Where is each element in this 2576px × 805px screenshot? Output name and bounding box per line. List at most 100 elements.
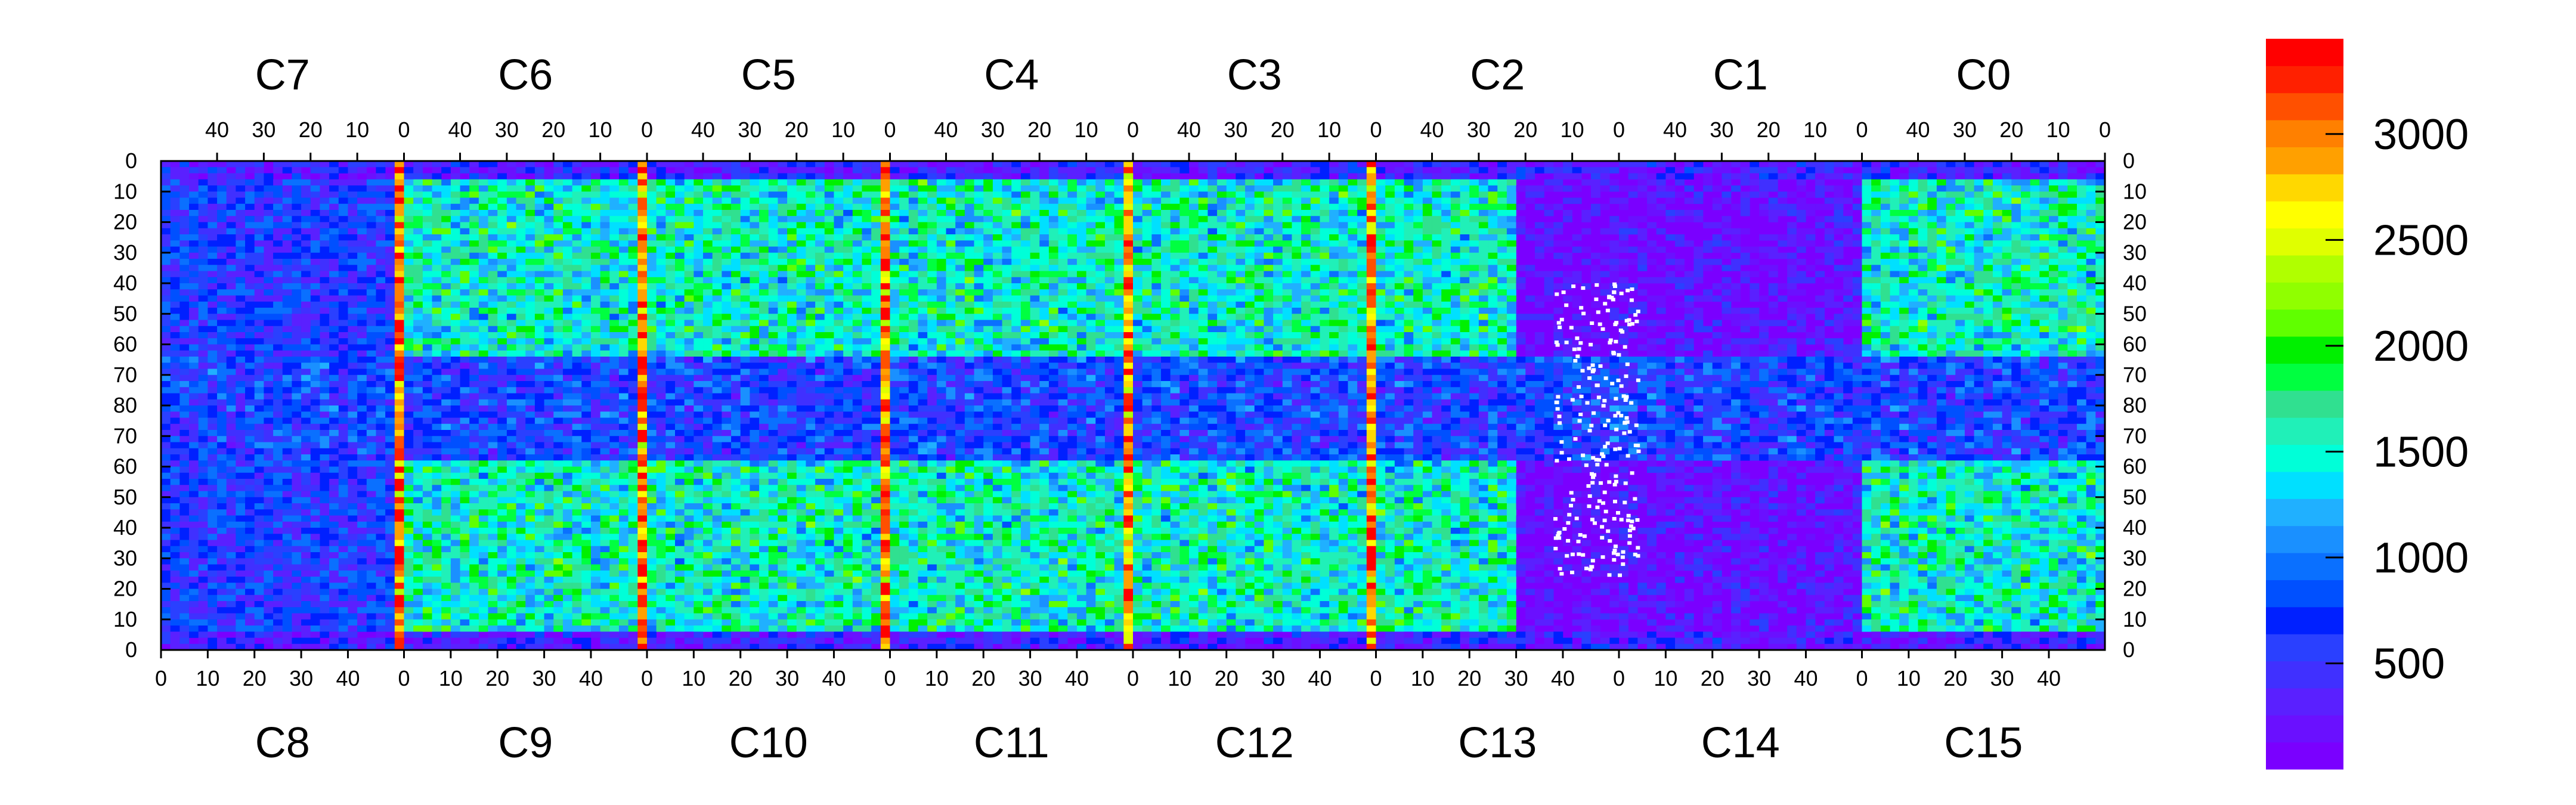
heatmap-cell [693,387,704,394]
heatmap-cell [488,277,498,284]
heatmap-cell [478,534,488,540]
heatmap-cell [441,203,451,210]
heatmap-cell [525,472,535,479]
heatmap-cell [665,405,676,412]
heatmap-cell [609,448,620,455]
heatmap-cell [562,448,572,455]
heatmap-cell [750,246,760,253]
heatmap-cell [441,423,451,431]
heatmap-cell [273,479,283,485]
heatmap-cell [488,295,498,302]
heatmap-cell [226,497,236,504]
heatmap-cell [460,442,470,449]
heatmap-cell [665,252,676,259]
heatmap-cell [590,228,600,235]
heatmap-cell [208,252,218,259]
heatmap-cell [376,399,386,406]
heatmap-cell [226,271,236,278]
heatmap-cell [647,521,657,528]
heatmap-cell [404,466,414,473]
heatmap-cell [647,161,657,168]
heatmap-cell [731,607,741,614]
heatmap-cell [656,521,666,528]
heatmap-cell [478,613,488,620]
heatmap-cell [628,589,638,596]
heatmap-cell [712,228,722,235]
heatmap-cell [198,374,208,382]
heatmap-cell [590,423,600,431]
heatmap-cell [273,436,283,442]
heatmap-cell [525,411,535,418]
heatmap-cell [208,601,218,608]
heatmap-cell [348,295,358,302]
heatmap-cell [161,607,171,614]
heatmap-cell [273,271,283,278]
heatmap-cell [264,295,274,302]
heatmap-cell [189,417,199,425]
heatmap-cell [675,503,685,510]
heatmap-cell [740,485,750,491]
heatmap-cell [628,344,638,351]
heatmap-cell [179,589,190,596]
heatmap-cell [572,210,582,216]
heatmap-cell [506,515,516,522]
heatmap-cell [450,332,460,339]
heatmap-cell [198,393,208,400]
heatmap-cell [675,631,685,638]
heatmap-cell [357,161,367,168]
heatmap-cell [469,283,479,290]
heatmap-cell [208,417,218,425]
heatmap-cell [329,521,339,528]
heatmap-cell [675,271,685,278]
heatmap-cell [712,619,722,626]
heatmap-cell [179,228,190,235]
heatmap-cell [376,393,386,400]
heatmap-cell [366,289,376,296]
heatmap-cell [581,314,592,320]
heatmap-cell [348,583,358,589]
heatmap-cell [432,381,442,388]
heatmap-cell [488,442,498,449]
heatmap-cell [684,577,694,583]
heatmap-cell [161,369,171,376]
heatmap-cell [488,607,498,614]
heatmap-cell [292,363,302,369]
heatmap-cell [366,203,376,210]
heatmap-cell [740,374,750,382]
heatmap-cell [497,259,507,265]
heatmap-cell [422,271,432,278]
heatmap-cell [693,320,704,327]
heatmap-cell [366,381,376,388]
heatmap-cell [712,350,722,357]
heatmap-cell [675,448,685,455]
heatmap-cell [525,265,535,271]
heatmap-cell [637,472,648,479]
heatmap-cell [441,289,451,296]
heatmap-cell [590,515,600,522]
heatmap-cell [404,308,414,314]
heatmap-cell [450,203,460,210]
heatmap-cell [450,399,460,406]
heatmap-cell [161,546,171,553]
heatmap-cell [703,607,713,614]
heatmap-cell [413,381,423,388]
heatmap-cell [731,399,741,406]
heatmap-cell [226,423,236,431]
heatmap-cell [226,637,236,645]
heatmap-cell [450,271,460,278]
heatmap-cell [432,387,442,394]
heatmap-cell [217,252,227,259]
heatmap-cell [544,417,554,425]
heatmap-cell [310,503,320,510]
heatmap-cell [675,374,685,382]
heatmap-cell [534,350,544,357]
heatmap-cell [590,472,600,479]
heatmap-cell [432,228,442,235]
heatmap-cell [497,173,507,180]
heatmap-cell [516,460,526,467]
heatmap-cell [394,583,404,589]
heatmap-cell [376,240,386,247]
heatmap-cell [422,185,432,192]
heatmap-cell [609,344,620,351]
heatmap-cell [516,295,526,302]
